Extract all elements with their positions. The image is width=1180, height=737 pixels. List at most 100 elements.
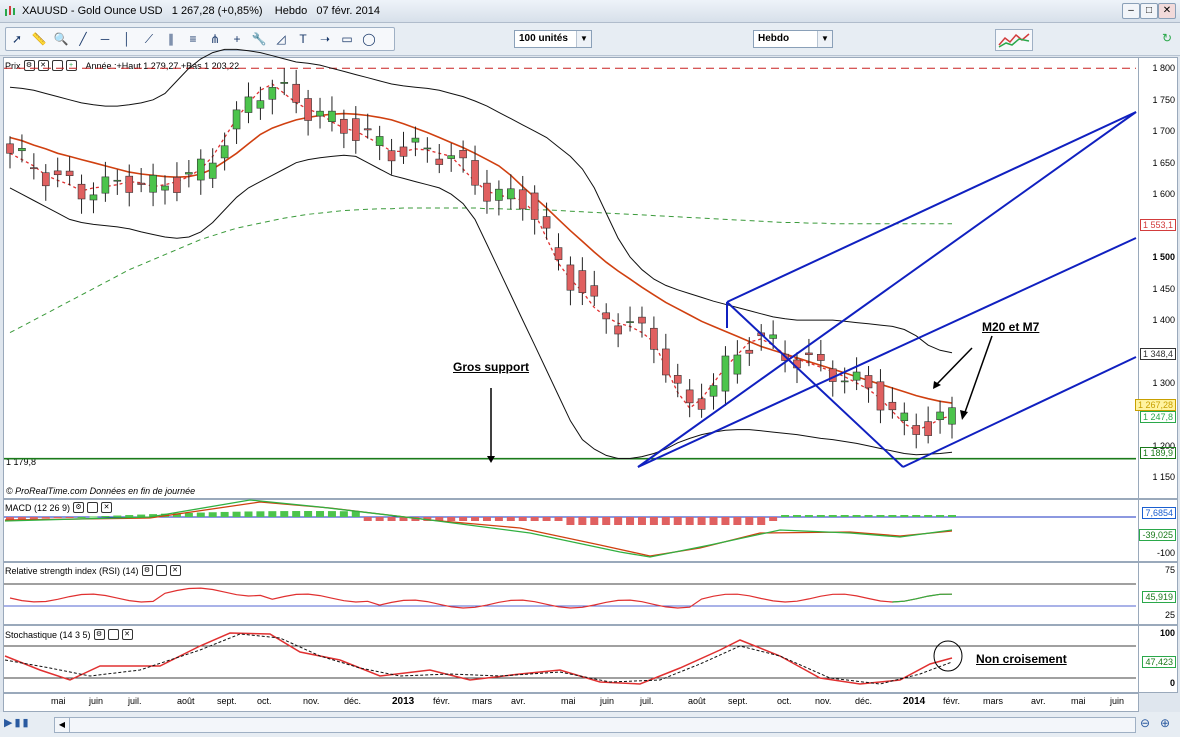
series-m20 bbox=[9, 112, 953, 404]
refresh-icon[interactable]: ↻ bbox=[1162, 31, 1173, 45]
channel-lower-line bbox=[902, 356, 1137, 468]
period-select[interactable]: Hebdo ▼ bbox=[753, 30, 833, 48]
candle-body bbox=[185, 172, 193, 175]
window-icon[interactable] bbox=[107, 629, 119, 640]
candle-body bbox=[304, 98, 312, 121]
ruler-icon[interactable]: 📏 bbox=[31, 32, 47, 46]
time-scrollbar[interactable]: ◀ bbox=[54, 717, 1136, 733]
macd-histogram-bar bbox=[816, 515, 825, 517]
macd-histogram-bar bbox=[697, 517, 706, 525]
wrench-icon[interactable]: ⚙ bbox=[73, 502, 85, 513]
navigation-icon[interactable]: ▶▮▮ bbox=[4, 717, 31, 729]
stoch-d-line bbox=[4, 633, 953, 685]
minimize-button[interactable]: – bbox=[1122, 3, 1140, 19]
arrow-icon[interactable]: ➝ bbox=[319, 32, 331, 46]
close-button[interactable]: ✕ bbox=[1158, 3, 1176, 19]
wrench-icon[interactable]: ⚙ bbox=[93, 629, 105, 640]
macd-histogram-bar bbox=[804, 515, 813, 517]
candle-body bbox=[566, 264, 575, 291]
candle-body bbox=[256, 100, 265, 109]
add-icon[interactable]: + bbox=[65, 60, 77, 71]
macd-histogram-bar bbox=[77, 517, 86, 518]
rsi-line bbox=[9, 587, 953, 609]
support-level-label: 1 179,8 bbox=[6, 457, 37, 467]
fibonacci-icon[interactable]: ≡ bbox=[189, 32, 197, 46]
macd-histogram-bar bbox=[614, 517, 623, 525]
maximize-button[interactable]: □ bbox=[1140, 3, 1158, 19]
zoom-icon[interactable]: 🔍 bbox=[53, 32, 69, 46]
close-icon[interactable]: ✕ bbox=[169, 565, 181, 576]
candle-body bbox=[840, 380, 849, 383]
zoom-in-icon[interactable]: ⊕ bbox=[1160, 716, 1171, 730]
price-panel-label: Prix bbox=[5, 60, 21, 71]
macd-histogram-bar bbox=[363, 517, 372, 521]
units-select[interactable]: 100 unités ▼ bbox=[514, 30, 592, 48]
candle-body bbox=[650, 327, 658, 350]
macd-histogram-bar bbox=[590, 517, 599, 525]
rectangle-icon[interactable]: ▭ bbox=[341, 32, 353, 46]
macd-histogram-bar bbox=[685, 517, 694, 525]
ma-arrow-2-head bbox=[960, 410, 968, 420]
macd-histogram-bar bbox=[649, 517, 658, 525]
candle-body bbox=[149, 174, 157, 193]
candle-body bbox=[161, 185, 169, 191]
data-credit: © ProRealTime.com Données en fin de jour… bbox=[6, 486, 196, 496]
candle-body bbox=[77, 183, 86, 200]
time-label: mai bbox=[1071, 696, 1086, 706]
window-icon[interactable] bbox=[51, 60, 63, 71]
pitchfork-icon[interactable]: ⋔ bbox=[209, 32, 221, 46]
cursor-icon[interactable]: ➚ bbox=[11, 32, 23, 46]
close-icon[interactable]: ✕ bbox=[37, 60, 49, 71]
macd-histogram-bar bbox=[876, 515, 885, 517]
horizontal-line-icon[interactable]: ─ bbox=[100, 32, 110, 46]
time-label: mars bbox=[472, 696, 492, 706]
price-tick: 1 200 bbox=[1152, 440, 1175, 451]
stoch-panel-header: Stochastique (14 3 5) ⚙ ✕ bbox=[5, 628, 133, 641]
rsi-panel-label: Relative strength index (RSI) (14) bbox=[5, 565, 139, 576]
window-icon[interactable] bbox=[155, 565, 167, 576]
trendline-icon[interactable]: ⟋ bbox=[144, 31, 154, 46]
crosshair-icon[interactable]: + bbox=[233, 32, 241, 46]
macd-histogram-bar bbox=[721, 517, 730, 525]
tools-icon[interactable]: 🔧 bbox=[251, 32, 267, 46]
macd-histogram-bar bbox=[900, 515, 909, 517]
ma-annotation: M20 et M7 bbox=[982, 320, 1040, 334]
window-icon[interactable] bbox=[87, 502, 99, 513]
macd-histogram-bar bbox=[912, 515, 921, 517]
support-annotation: Gros support bbox=[453, 360, 530, 374]
time-label: juil. bbox=[640, 696, 654, 706]
candle-body bbox=[340, 118, 348, 134]
scroll-left-icon[interactable]: ◀ bbox=[55, 718, 70, 732]
time-axis: mai juin juil. août sept. oct. nov. déc. 2013 fév… bbox=[3, 693, 1139, 712]
channel-icon[interactable]: ∥ bbox=[168, 32, 174, 46]
macd-histogram-bar bbox=[936, 515, 945, 517]
series-bollinger-haute bbox=[9, 48, 953, 354]
pitchfork-line bbox=[637, 111, 1137, 468]
price-tick: 1 300 bbox=[1152, 378, 1175, 388]
close-icon[interactable]: ✕ bbox=[101, 502, 113, 513]
candle-body bbox=[18, 148, 26, 152]
macd-histogram-bar bbox=[602, 517, 611, 525]
time-label: juin bbox=[600, 696, 615, 706]
close-icon[interactable]: ✕ bbox=[121, 629, 133, 640]
wrench-icon[interactable]: ⚙ bbox=[23, 60, 35, 71]
candle-body bbox=[447, 155, 455, 159]
candle-body bbox=[292, 83, 300, 103]
time-label: avr. bbox=[1031, 696, 1046, 706]
line-icon[interactable]: ╱ bbox=[79, 32, 87, 46]
text-icon[interactable]: T bbox=[299, 32, 307, 46]
vertical-line-icon[interactable]: │ bbox=[123, 32, 131, 46]
candle-body bbox=[411, 137, 420, 143]
zoom-out-icon[interactable]: ⊖ bbox=[1140, 716, 1151, 730]
ellipse-icon[interactable]: ◯ bbox=[362, 32, 376, 46]
wrench-icon[interactable]: ⚙ bbox=[141, 565, 153, 576]
indicators-icon[interactable] bbox=[995, 29, 1033, 51]
candle-body bbox=[554, 247, 563, 260]
title-bar: XAUUSD - Gold Ounce USD 1 267,28 (+0,85%… bbox=[0, 0, 1180, 23]
macd-histogram-bar bbox=[494, 517, 503, 521]
gann-icon[interactable]: ◿ bbox=[276, 32, 286, 46]
time-label: févr. bbox=[943, 696, 961, 706]
candle-body bbox=[709, 385, 718, 397]
candle-body bbox=[900, 412, 909, 422]
macd-histogram-bar bbox=[304, 511, 313, 517]
